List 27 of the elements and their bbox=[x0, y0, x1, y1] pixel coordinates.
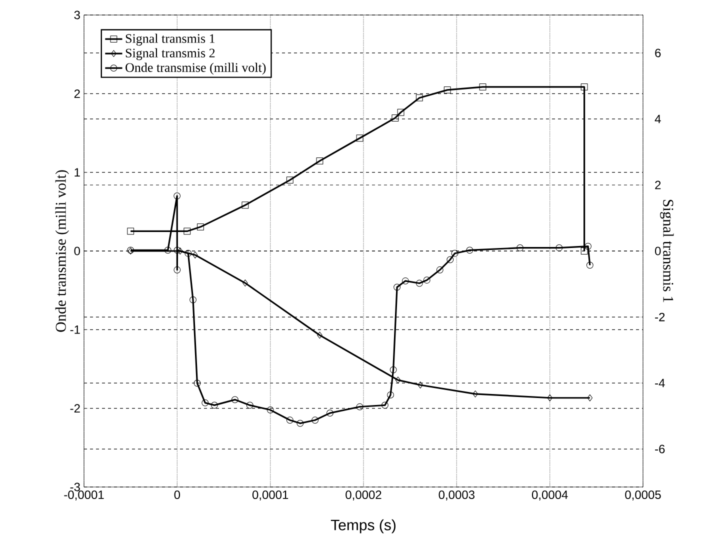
x-tick-label: 0,0001 bbox=[252, 490, 288, 500]
legend-label: Signal transmis 1 bbox=[126, 34, 215, 46]
y2-tick-label: 4 bbox=[654, 114, 661, 124]
x-tick-label: 0,0005 bbox=[625, 490, 661, 500]
y-tick-label: -1 bbox=[70, 326, 80, 334]
x-tick-label: -0,0001 bbox=[64, 490, 104, 500]
legend-label: Onde transmise (milli volt) bbox=[126, 62, 266, 75]
legend-label: Signal transmis 2 bbox=[126, 48, 215, 60]
y2-tick-label: -4 bbox=[655, 378, 665, 388]
x-tick-label: 0,0003 bbox=[438, 490, 474, 500]
y-tick-label: -2 bbox=[70, 404, 80, 413]
y-tick-label: 3 bbox=[74, 10, 80, 20]
x-axis-title: Temps (s) bbox=[330, 519, 396, 534]
y2-tick-label: 2 bbox=[655, 180, 661, 190]
y-tick-label: 0 bbox=[74, 246, 80, 256]
y-tick-label: 2 bbox=[74, 89, 80, 98]
y-axis-title: Onde transmise (milli volt) bbox=[55, 170, 69, 332]
y2-tick-label: 6 bbox=[655, 48, 661, 58]
y-tick-label: -3 bbox=[70, 482, 80, 492]
x-tick-label: 0,0004 bbox=[532, 490, 568, 500]
y-tick-label: 1 bbox=[74, 168, 80, 176]
y2-tick-label: -2 bbox=[655, 312, 665, 322]
x-tick-label: 0 bbox=[174, 490, 180, 500]
y2-tick-label: 0 bbox=[655, 246, 661, 256]
y2-tick-label: -6 bbox=[655, 444, 665, 454]
x-tick-label: 0,0002 bbox=[346, 490, 382, 500]
y2-axis-title: Signal transmis 1 bbox=[660, 200, 674, 302]
